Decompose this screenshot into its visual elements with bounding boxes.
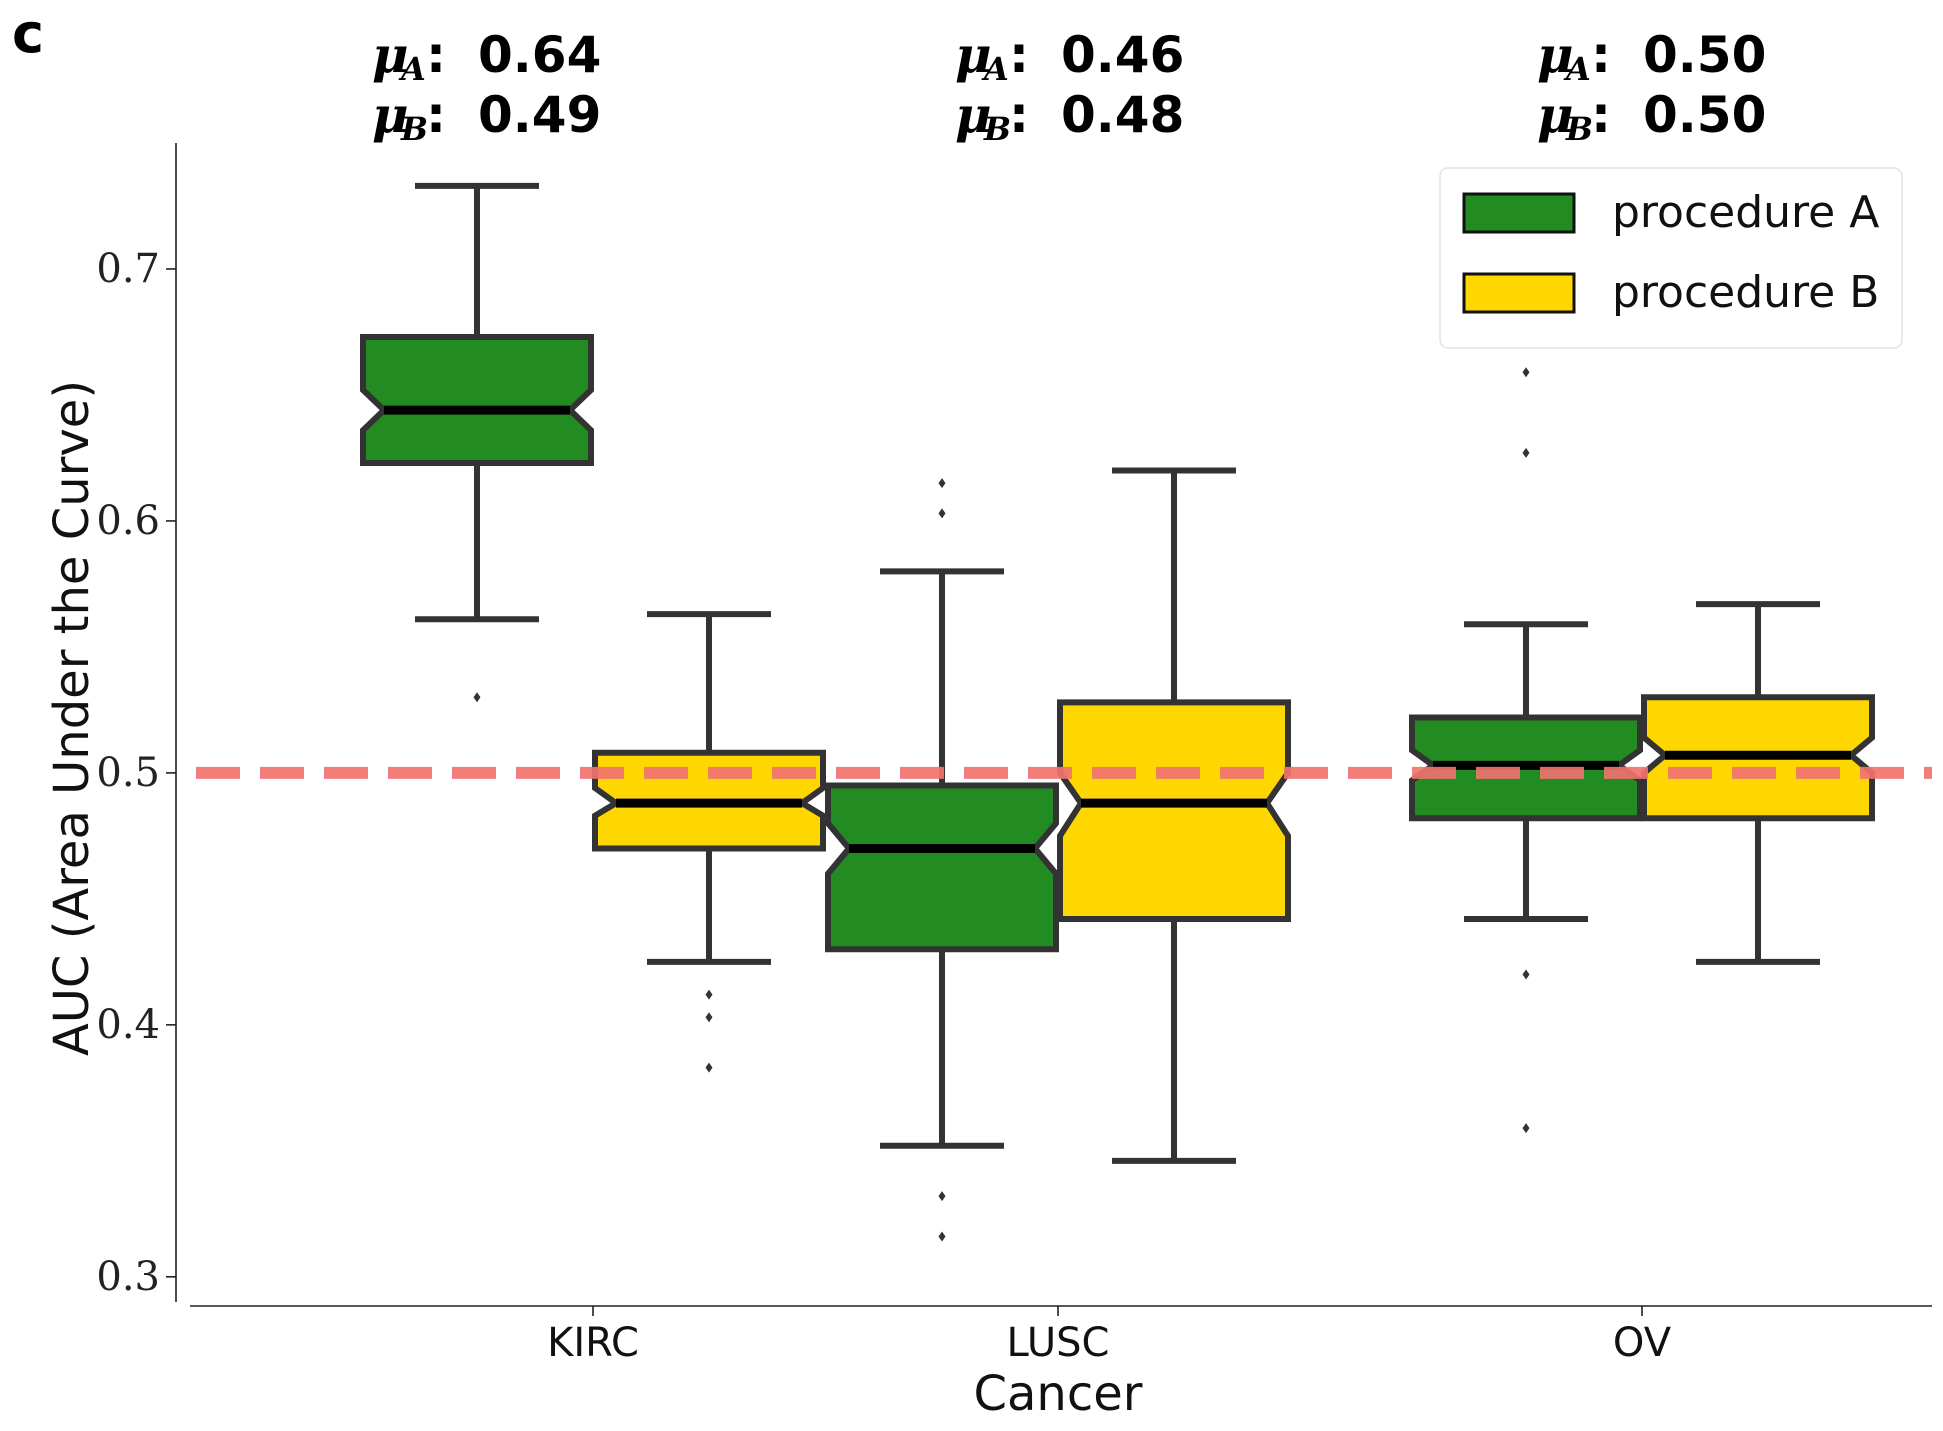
legend-swatch — [1462, 272, 1576, 314]
mu-symbol: μ — [955, 25, 992, 84]
legend-swatch — [1462, 192, 1576, 234]
outlier-point — [938, 1191, 946, 1202]
mu-colon: : — [1009, 26, 1029, 84]
mu-subscript: A — [398, 50, 426, 88]
legend-label: procedure A — [1612, 187, 1879, 238]
mu-symbol: μ — [1537, 25, 1574, 84]
y-tick-label: 0.6 — [96, 498, 160, 544]
outlier-point — [1522, 1123, 1530, 1134]
outlier-point — [1522, 367, 1530, 378]
outlier-point — [1522, 447, 1530, 458]
mu-value: 0.48 — [1061, 86, 1184, 144]
mu-colon: : — [1009, 86, 1029, 144]
outlier-point — [705, 1012, 713, 1023]
legend: procedure A procedure B — [1439, 167, 1903, 349]
mu-value: 0.49 — [478, 86, 601, 144]
outlier-point — [705, 989, 713, 1000]
y-axis-title: AUC (Area Under the Curve) — [44, 380, 100, 1056]
outlier-point — [705, 1062, 713, 1073]
y-tick-label: 0.7 — [96, 246, 160, 292]
mu-colon: : — [426, 86, 446, 144]
y-tick-label: 0.4 — [96, 1002, 160, 1048]
outlier-point — [473, 692, 481, 703]
mu-symbol: μ — [955, 85, 992, 144]
outlier-point — [938, 1231, 946, 1242]
mu-value: 0.46 — [1061, 26, 1184, 84]
box — [1057, 699, 1291, 923]
mu-symbol: μ — [1537, 85, 1574, 144]
mu-value: 0.50 — [1643, 86, 1766, 144]
mu-subscript: A — [981, 50, 1009, 88]
mu-value: 0.50 — [1643, 26, 1766, 84]
mu-symbol: μ — [372, 25, 409, 84]
legend-label: procedure B — [1612, 267, 1879, 318]
mu-colon: : — [1591, 26, 1611, 84]
mu-subscript: B — [983, 110, 1011, 148]
outlier-point — [938, 478, 946, 489]
mu-subscript: A — [1563, 50, 1591, 88]
x-tick-label: KIRC — [547, 1320, 639, 1366]
panel-label: c — [12, 2, 44, 65]
mu-subscript: B — [400, 110, 428, 148]
outlier-point — [938, 508, 946, 519]
box — [360, 334, 594, 466]
x-axis-title: Cancer — [973, 1366, 1142, 1422]
y-tick-label: 0.3 — [96, 1254, 160, 1300]
mu-subscript: B — [1565, 110, 1593, 148]
box — [825, 782, 1059, 953]
y-tick-label: 0.5 — [96, 750, 160, 796]
mu-colon: : — [426, 26, 446, 84]
x-tick-label: LUSC — [1007, 1320, 1110, 1366]
mu-colon: : — [1591, 86, 1611, 144]
box-layer — [196, 182, 1932, 1242]
mu-symbol: μ — [372, 85, 409, 144]
x-tick-label: OV — [1613, 1320, 1672, 1366]
axes: 0.3 0.4 0.5 0.6 0.7 KIRC LUSC OV — [96, 143, 1932, 1366]
outlier-point — [1522, 969, 1530, 980]
mu-value: 0.64 — [478, 26, 601, 84]
